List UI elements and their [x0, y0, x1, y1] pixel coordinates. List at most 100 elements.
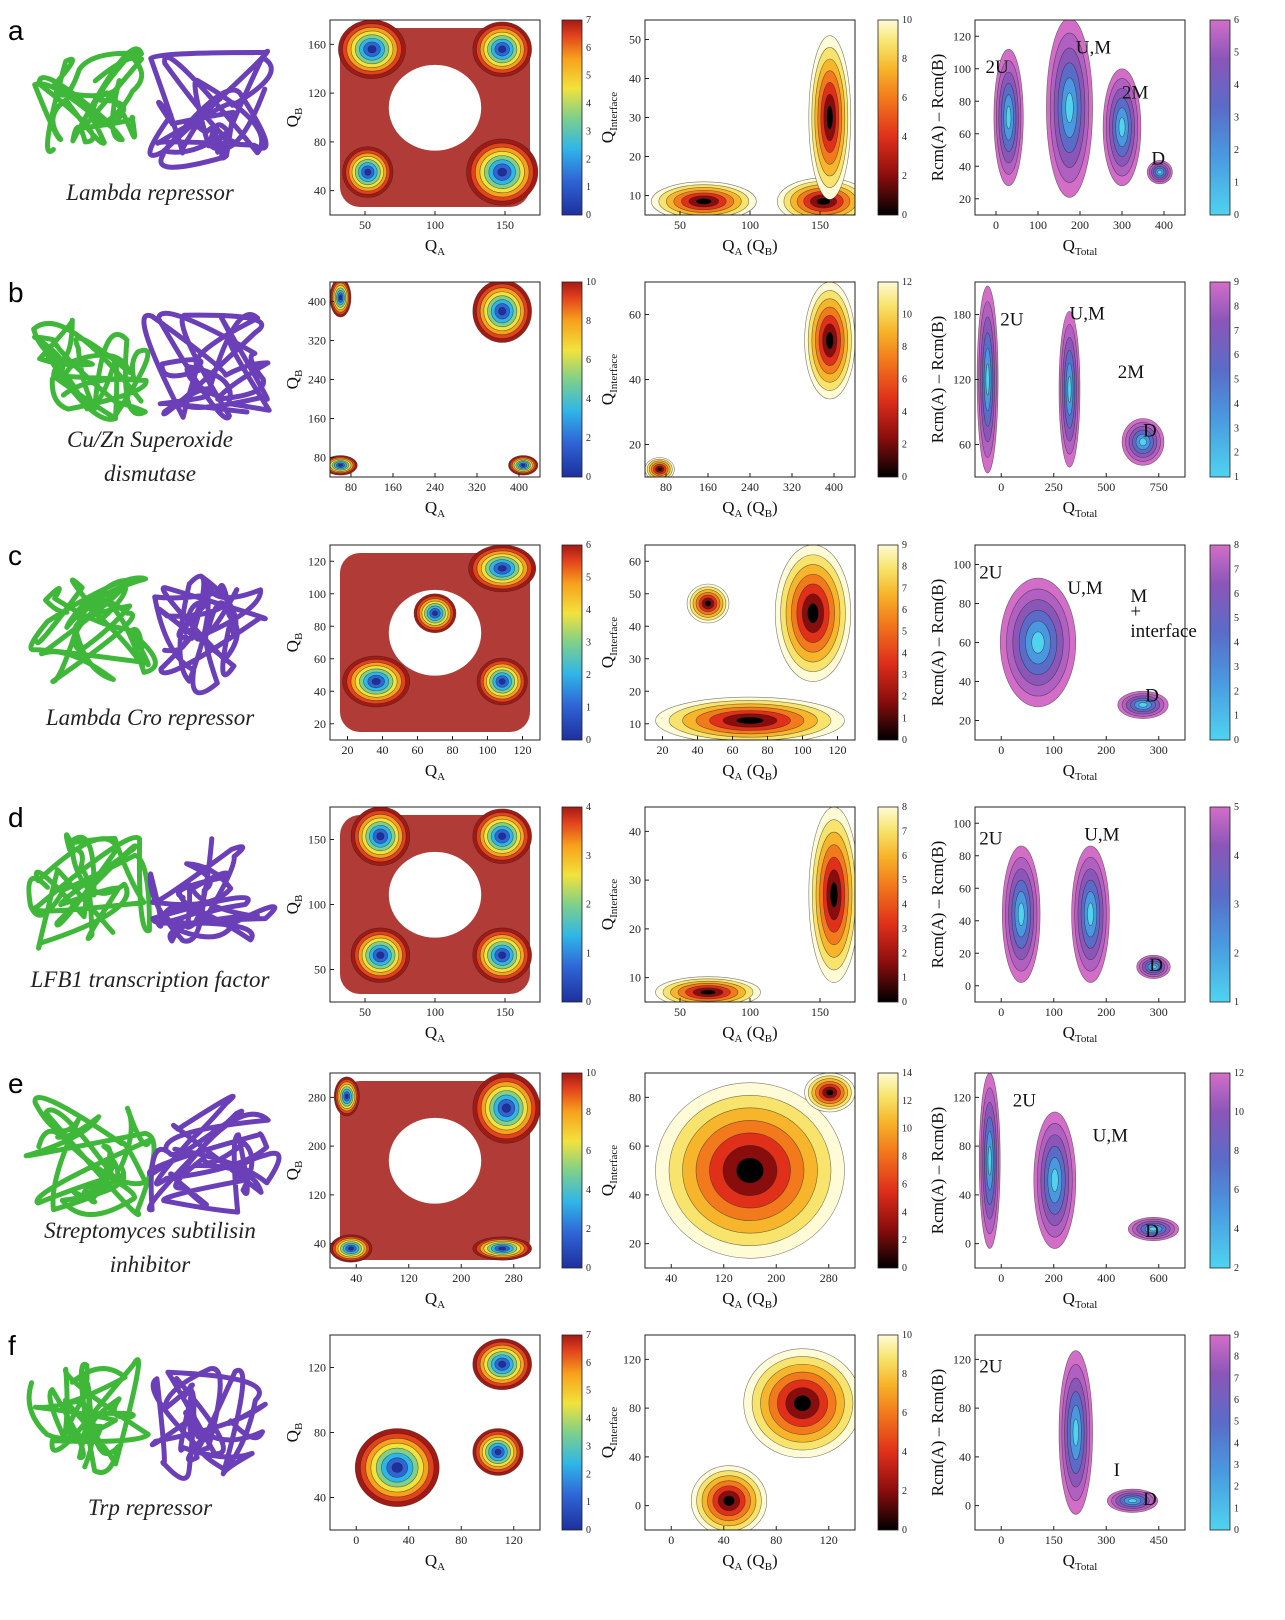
- contour-basin: [350, 927, 411, 983]
- x-tick-label: 400: [510, 480, 528, 494]
- y-tick-label: 120: [308, 1188, 326, 1202]
- y-tick-label: 400: [308, 295, 326, 309]
- x-tick-label: 400: [825, 480, 843, 494]
- contour-level: [704, 600, 712, 607]
- colorbar: 0 1 2 3 4 5 6: [1209, 15, 1239, 221]
- y-tick-label: 80: [314, 451, 326, 465]
- x-tick-label: 0: [353, 1533, 359, 1547]
- x-axis-label: QA: [425, 761, 445, 783]
- state-annotation: 2U: [1000, 309, 1024, 330]
- colorbar-tick-label: 1: [902, 973, 907, 984]
- colorbar-gradient: [877, 806, 899, 1003]
- colorbar-tick-label: 1: [586, 1497, 591, 1508]
- colorbar-tick-label: 9: [902, 540, 907, 551]
- y-tick-label: 120: [953, 373, 971, 387]
- contour-basin: [330, 1234, 373, 1263]
- colorbar-tick-label: 2: [1234, 145, 1239, 156]
- colorbar: 0 2 4 6 8 10: [561, 277, 596, 483]
- y-tick-label: 100: [953, 816, 971, 830]
- y-tick-label: 40: [629, 1450, 641, 1464]
- contour-basin: [508, 455, 539, 476]
- colorbar: 0 1 2 3 4 5 6 7 8 9: [1209, 1330, 1239, 1536]
- x-tick-label: 320: [468, 480, 486, 494]
- colorbar-tick-label: 5: [586, 573, 591, 584]
- contour-level: [1157, 169, 1163, 175]
- protein-name: Cu/Zn Superoxide: [67, 427, 233, 452]
- protein-structure-image: [28, 573, 268, 696]
- colorbar-tick-label: 10: [902, 1330, 912, 1341]
- y-tick-label: 120: [953, 29, 971, 43]
- y-axis-label: QB: [283, 633, 305, 653]
- contour-area: [993, 20, 1173, 198]
- colorbar-tick-label: 9: [1234, 277, 1239, 288]
- x-tick-label: 0: [998, 1271, 1004, 1285]
- x-tick-label: 150: [1045, 1533, 1063, 1547]
- colorbar-tick-label: 0: [902, 1263, 907, 1274]
- protein-name: dismutase: [104, 461, 196, 486]
- colorbar-tick-label: 2: [1234, 1482, 1239, 1493]
- y-tick-label: 80: [314, 135, 326, 149]
- x-tick-label: 500: [1097, 480, 1115, 494]
- contour-basin: [1046, 20, 1093, 198]
- contour-basin: [1146, 160, 1173, 185]
- x-axis-label: QTotal: [1063, 761, 1098, 783]
- protein-name: Streptomyces subtilisin: [44, 1218, 256, 1243]
- y-tick-label: 20: [314, 717, 326, 731]
- colorbar-tick-label: 2: [586, 154, 591, 165]
- contour-basin: [808, 807, 855, 983]
- contour-level: [1067, 375, 1072, 403]
- colorbar-tick-label: 3: [902, 670, 907, 681]
- y-tick-label: 40: [629, 824, 641, 838]
- contour-level: [364, 168, 372, 176]
- contour-area: [999, 577, 1169, 719]
- contour-basin: [472, 21, 532, 77]
- colorbar: 0 2 4 6 8 10: [877, 1330, 912, 1536]
- rcm-qtotal-map: 0 250 500 750 60 120 180 QTotal Rcm(A) – Rcm(B) 1…: [928, 277, 1239, 520]
- plot-frame: [644, 1072, 856, 1269]
- plot-frame: [974, 1072, 1186, 1269]
- x-tick-label: 80: [447, 743, 459, 757]
- y-tick-label: 120: [953, 1090, 971, 1104]
- colorbar-tick-label: 4: [586, 99, 591, 110]
- x-axis-label: QA (QB): [722, 236, 777, 258]
- colorbar-tick-label: 3: [1234, 662, 1239, 673]
- colorbar: 0 1 2 3 4 5 6 7 8: [1209, 540, 1239, 746]
- y-axis-label: Rcm(A) – Rcm(B): [928, 841, 947, 968]
- state-annotation: 2U: [986, 57, 1010, 78]
- x-tick-label: 40: [350, 1271, 362, 1285]
- colorbar-tick-label: 4: [586, 605, 591, 616]
- x-tick-label: 150: [496, 1005, 514, 1019]
- colorbar-tick-label: 12: [902, 1096, 912, 1107]
- colorbar-tick-label: 10: [586, 277, 596, 288]
- contour-level: [1087, 902, 1094, 926]
- contour-level: [1139, 437, 1147, 447]
- y-tick-label: 80: [314, 619, 326, 633]
- contour-level: [736, 716, 764, 725]
- q-interface-map: 0 40 80 120 0 40 80 120 QA (QB) QInterface 0 2 4 6 8 10: [598, 1330, 912, 1573]
- y-tick-label: 80: [959, 1139, 971, 1153]
- colorbar-tick-label: 6: [902, 1179, 907, 1190]
- y-tick-label: 100: [953, 558, 971, 572]
- x-tick-label: 120: [400, 1271, 418, 1285]
- colorbar-tick-label: 6: [1234, 1185, 1239, 1196]
- chain-a-ribbon: [26, 832, 152, 951]
- colorbar-tick-label: 0: [902, 1525, 907, 1536]
- contour-level: [376, 832, 385, 841]
- contour-basin: [1001, 845, 1041, 983]
- x-axis-label: QTotal: [1063, 1023, 1098, 1045]
- y-axis-label: Rcm(A) – Rcm(B): [928, 316, 947, 443]
- y-axis-label: QInterface: [598, 1407, 620, 1458]
- x-tick-label: 120: [715, 1271, 733, 1285]
- colorbar: 2 4 6 8 10 12: [1209, 1068, 1244, 1274]
- contour-level: [498, 1246, 507, 1251]
- colorbar-tick-label: 0: [586, 997, 591, 1008]
- colorbar-tick-label: 2: [902, 440, 907, 451]
- protein-name: Lambda Cro repressor: [45, 705, 255, 730]
- colorbar-tick-label: 1: [586, 948, 591, 959]
- colorbar-tick-label: 5: [586, 71, 591, 82]
- protein-name: inhibitor: [110, 1252, 192, 1277]
- x-tick-label: 240: [741, 480, 759, 494]
- colorbar-tick-label: 4: [1234, 80, 1239, 91]
- contour-area: [1058, 1350, 1159, 1515]
